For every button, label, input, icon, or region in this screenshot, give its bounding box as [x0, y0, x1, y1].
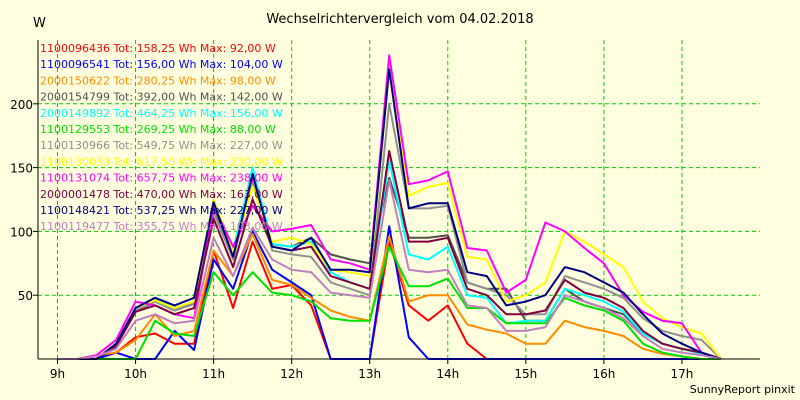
legend-entry-2000149892: 2000149892 Tot: 464,25 Wh Max: 156,00 W — [40, 107, 283, 120]
legend-entry-2000154799: 2000154799 Tot: 392,00 Wh Max: 142,00 W — [40, 91, 283, 104]
y-tick-label: 50 — [18, 289, 33, 303]
y-tick-label: 100 — [10, 225, 33, 239]
series-line-2000001478 — [57, 150, 722, 360]
legend-entry-1100129553: 1100129553 Tot: 269,25 Wh Max: 88,00 W — [40, 123, 276, 136]
legend-entry-1100096541: 1100096541 Tot: 156,00 Wh Max: 104,00 W — [40, 58, 283, 71]
series-line-1100148421 — [57, 68, 722, 360]
legend: 1100096436 Tot: 158,25 Wh Max: 92,00 W 11… — [40, 42, 283, 233]
series-line-1100130966 — [57, 102, 722, 360]
legend-entry-2000150622: 2000150622 Tot: 280,25 Wh Max: 98,00 W — [40, 74, 276, 87]
chart-title: Wechselrichtervergleich vom 04.02.2018 — [266, 12, 533, 27]
x-tick-label: 15h — [514, 367, 537, 381]
x-tick-label: 12h — [280, 367, 303, 381]
x-tick-label: 13h — [358, 367, 381, 381]
x-tick-label: 16h — [592, 367, 615, 381]
legend-entry-1100096436: 1100096436 Tot: 158,25 Wh Max: 92,00 W — [40, 42, 276, 55]
x-tick-label: 10h — [124, 367, 147, 381]
legend-entry-1100131074: 1100131074 Tot: 657,75 Wh Max: 238,00 W — [40, 172, 283, 185]
series-lines — [57, 54, 722, 360]
legend-entry-1100130966: 1100130966 Tot: 549,75 Wh Max: 227,00 W — [40, 139, 283, 152]
legend-entry-1100130033: 1100130033 Tot: 617,50 Wh Max: 230,00 W — [40, 155, 283, 168]
x-ticks: 9h 10h 11h 12h 13h 14h 15h 16h 17h — [50, 359, 693, 381]
legend-entry-1100119477: 1100119477 Tot: 355,75 Wh Max: 103,00 W — [40, 220, 283, 233]
legend-entry-1100148421: 1100148421 Tot: 537,25 Wh Max: 227,00 W — [40, 204, 283, 217]
axes — [37, 40, 760, 360]
y-tick-label: 150 — [10, 162, 33, 176]
x-tick-label: 11h — [202, 367, 225, 381]
legend-entry-2000001478: 2000001478 Tot: 470,00 Wh Max: 163,00 W — [40, 188, 283, 201]
y-tick-label: 200 — [10, 98, 33, 112]
x-tick-label: 9h — [50, 367, 65, 381]
series-line-1100119477 — [57, 179, 722, 360]
footer-credit: SunnyReport pinxit — [690, 383, 796, 396]
y-ticks: 50 100 150 200 — [10, 98, 38, 303]
series-line-1100129553 — [57, 245, 721, 360]
grid — [38, 40, 760, 359]
y-axis-unit: W — [33, 16, 46, 31]
x-tick-label: 14h — [436, 367, 459, 381]
x-tick-label: 17h — [671, 367, 694, 381]
